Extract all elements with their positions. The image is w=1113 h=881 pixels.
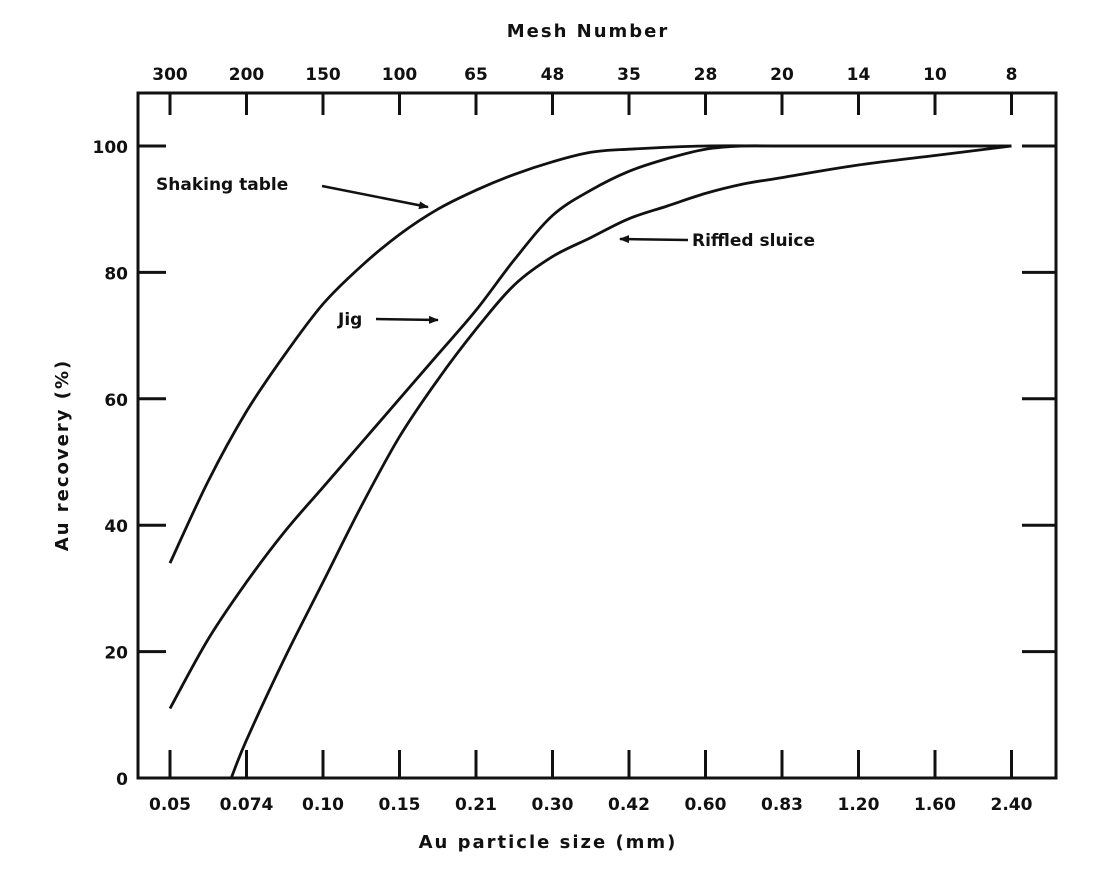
- x2-tick-label: 14: [847, 65, 871, 85]
- y-tick-label: 0: [116, 770, 128, 790]
- plot-border: [136, 91, 1058, 780]
- shaking-table-curve: [168, 144, 1012, 564]
- series-curves: [168, 144, 1012, 779]
- shaking-table-label-arrow: [321, 184, 429, 210]
- x-axis-title: Au particle size (mm): [419, 832, 678, 853]
- riffled-sluice-label-arrow: [619, 235, 689, 244]
- y-tick-label: 60: [104, 391, 128, 411]
- x2-tick-label: 200: [229, 65, 265, 85]
- shaking-table-label: Shaking table: [156, 175, 288, 195]
- x-tick-label: 0.21: [455, 795, 497, 815]
- y-axis-title: Au recovery (%): [52, 359, 73, 551]
- x-tick-label: 1.20: [838, 795, 880, 815]
- x2-tick-label: 150: [305, 65, 341, 85]
- x2-tick-label: 10: [923, 65, 947, 85]
- x-tick-label: 0.10: [302, 795, 344, 815]
- jig-label: Jig: [337, 310, 362, 330]
- x-tick-label: 0.83: [761, 795, 803, 815]
- riffled-sluice-curve: [229, 144, 1012, 779]
- axis-ticks: [138, 93, 1056, 780]
- y-tick-labels: 0 20 40 60 80 100: [93, 138, 129, 790]
- jig-label-arrow: [375, 315, 439, 324]
- y-tick-label: 100: [93, 138, 129, 158]
- x2-tick-label: 300: [152, 65, 188, 85]
- riffled-sluice-label: Riffled sluice: [692, 231, 815, 251]
- x2-tick-label: 100: [382, 65, 418, 85]
- x-tick-label: 1.60: [914, 795, 956, 815]
- x-tick-label: 0.42: [608, 795, 650, 815]
- x2-tick-label: 35: [617, 65, 641, 85]
- x-tick-label: 0.60: [685, 795, 727, 815]
- x2-tick-label: 65: [464, 65, 488, 85]
- x2-tick-label: 8: [1006, 65, 1018, 85]
- x-tick-labels: 0.05 0.074 0.10 0.15 0.21 0.30 0.42 0.60 0.83 1.2…: [149, 795, 1033, 815]
- plot-frame: [136, 91, 1058, 780]
- x2-tick-label: 20: [770, 65, 794, 85]
- jig-curve: [168, 144, 1012, 710]
- y-tick-label: 20: [104, 644, 128, 664]
- top-axis-title: Mesh Number: [507, 21, 670, 42]
- y-tick-label: 80: [104, 264, 128, 284]
- y-tick-label: 40: [104, 517, 128, 537]
- x-tick-label: 0.074: [220, 795, 274, 815]
- x2-tick-label: 28: [694, 65, 718, 85]
- x-tick-label: 2.40: [991, 795, 1033, 815]
- x2-tick-label: 48: [541, 65, 565, 85]
- x-tick-label: 0.15: [379, 795, 421, 815]
- x-tick-label: 0.05: [149, 795, 191, 815]
- annotations: Shaking table Jig Riffled sluice: [156, 175, 815, 330]
- top-tick-labels: 300 200 150 100 65 48 35 28 20 14 10 8: [152, 65, 1017, 85]
- x-tick-label: 0.30: [532, 795, 574, 815]
